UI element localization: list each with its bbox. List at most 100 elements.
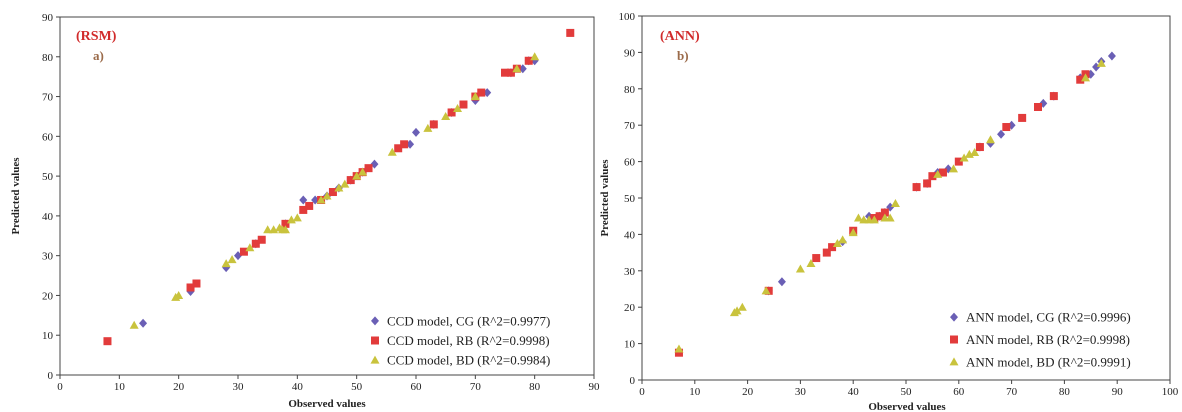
rsm-triangle-point <box>441 111 451 120</box>
ann-panel-letter: b) <box>677 48 689 63</box>
rsm-x-tick-label: 10 <box>114 381 126 393</box>
rsm-series-triangle <box>129 52 540 329</box>
rsm-square-point <box>192 279 201 288</box>
rsm-triangle-point <box>358 167 368 176</box>
rsm-triangle-point <box>322 191 332 200</box>
ann-y-tick-label: 40 <box>624 229 636 241</box>
ann-triangle-point <box>985 135 995 144</box>
rsm-y-tick-label: 80 <box>42 52 54 64</box>
ann-legend-triangle-swatch <box>949 357 959 366</box>
rsm-triangle-point <box>423 123 433 132</box>
rsm-diamond-point <box>139 318 148 328</box>
ann-square-point <box>880 208 889 217</box>
ann-x-tick-label: 50 <box>901 386 913 398</box>
rsm-square-point <box>299 205 308 214</box>
ann-legend-label: ANN model, RB (R^2=0.9998) <box>966 332 1130 347</box>
ann-y-tick-label: 90 <box>624 47 636 59</box>
ann-square-point <box>875 212 884 221</box>
rsm-square-point <box>305 201 314 210</box>
rsm-legend: CCD model, CG (R^2=0.9977) CCD model, RB … <box>367 311 589 370</box>
rsm-square-point <box>257 235 266 244</box>
rsm-x-tick-label: 40 <box>292 381 304 393</box>
rsm-square-point <box>328 188 337 197</box>
ann-square-point <box>1002 123 1011 132</box>
ann-triangle-point <box>1096 58 1106 67</box>
ann-triangle-point <box>761 286 771 295</box>
rsm-triangle-point <box>470 92 480 101</box>
ann-square-point <box>674 348 683 357</box>
rsm-x-axis-title: Observed values <box>288 398 366 410</box>
rsm-legend-triangle-swatch <box>370 355 380 364</box>
rsm-x-tick-label: 20 <box>173 381 185 393</box>
rsm-x-tick-label: 70 <box>470 381 482 393</box>
ann-square-point <box>822 248 831 257</box>
rsm-x-tick-label: 80 <box>529 381 541 393</box>
rsm-y-tick-label: 60 <box>42 131 54 143</box>
rsm-x-tick-label: 30 <box>233 381 245 393</box>
rsm-y-tick-label: 70 <box>42 92 54 104</box>
ann-triangle-point <box>848 228 858 237</box>
ann-x-tick-label: 80 <box>1059 386 1071 398</box>
ann-y-tick-label: 20 <box>624 302 636 314</box>
rsm-y-tick-label: 30 <box>42 251 54 263</box>
rsm-diamond-point <box>412 127 420 137</box>
rsm-square-point <box>186 283 195 292</box>
ann-legend-diamond-swatch <box>950 312 958 322</box>
ann-y-axis-title: Predicted values <box>600 159 611 237</box>
rsm-square-point <box>524 56 533 65</box>
rsm-y-tick-label: 0 <box>48 370 54 382</box>
ann-legend-label: ANN model, CG (R^2=0.9996) <box>966 310 1131 325</box>
ann-y-tick-label: 70 <box>624 120 636 132</box>
ann-triangle-point <box>885 213 895 222</box>
ann-triangle-point <box>949 164 959 173</box>
ann-scatter-chart: (ANN) b) Observed values Predicted value… <box>600 11 1179 412</box>
rsm-square-point <box>281 219 290 228</box>
ann-legend-background <box>946 306 1166 373</box>
rsm-legend-background <box>367 311 589 370</box>
rsm-legend-label: CCD model, BD (R^2=0.9984) <box>387 353 550 368</box>
ann-diamond-point <box>777 277 786 287</box>
rsm-triangle-point <box>221 259 231 268</box>
rsm-square-point <box>400 140 409 149</box>
rsm-legend-label: CCD model, RB (R^2=0.9998) <box>387 333 550 348</box>
ann-x-tick-label: 100 <box>1162 386 1179 398</box>
rsm-square-point <box>394 144 403 153</box>
rsm-triangle-point <box>340 179 350 188</box>
ann-triangle-point <box>970 148 980 156</box>
ann-y-tick-label: 100 <box>619 11 636 23</box>
rsm-triangle-point <box>227 255 237 264</box>
ann-triangle-point <box>890 198 900 207</box>
rsm-y-tick-label: 90 <box>42 12 54 24</box>
rsm-square-point <box>566 28 575 37</box>
rsm-triangle-point <box>334 183 344 192</box>
rsm-triangle-point <box>512 64 522 73</box>
rsm-x-tick-label: 50 <box>351 381 363 393</box>
ann-square-point <box>923 179 932 188</box>
rsm-triangle-point <box>352 171 362 180</box>
rsm-square-point <box>346 176 355 185</box>
ann-square-point <box>938 168 947 177</box>
rsm-square-point <box>477 88 486 97</box>
rsm-tag: (RSM) <box>76 29 117 44</box>
ann-triangle-point <box>933 169 943 178</box>
rsm-triangle-point <box>129 320 139 329</box>
ann-y-tick-label: 10 <box>624 339 636 351</box>
ann-triangle-point <box>1081 73 1091 82</box>
ann-triangle-point <box>806 259 816 268</box>
ann-diamond-point <box>1107 51 1116 61</box>
rsm-y-axis-title: Predicted values <box>10 157 22 235</box>
ann-x-tick-label: 70 <box>1006 386 1018 398</box>
rsm-square-point <box>501 68 509 77</box>
rsm-triangle-point <box>280 225 290 234</box>
rsm-triangle-point <box>387 147 397 156</box>
ann-tag: (ANN) <box>660 29 700 44</box>
rsm-square-point <box>459 100 468 109</box>
ann-legend-square-swatch <box>950 335 958 344</box>
ann-square-point <box>812 254 821 263</box>
ann-x-tick-label: 20 <box>742 386 754 398</box>
rsm-square-point <box>364 164 373 173</box>
ann-square-point <box>1018 113 1027 122</box>
ann-x-axis-title: Observed values <box>868 401 946 412</box>
ann-triangle-point <box>795 264 805 273</box>
rsm-y-tick-label: 50 <box>42 171 54 183</box>
